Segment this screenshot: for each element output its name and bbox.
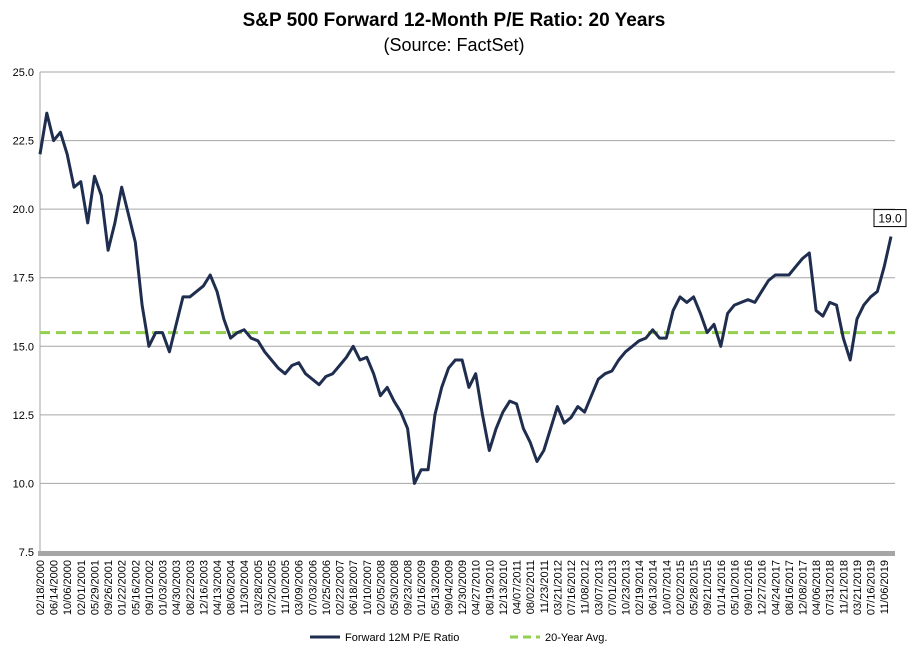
x-tick-label: 10/10/2007: [362, 560, 374, 615]
x-tick-label: 08/02/2011: [525, 560, 537, 614]
x-tick-label: 09/01/2016: [743, 560, 755, 615]
x-tick-label: 09/10/2002: [144, 560, 156, 615]
x-tick-label: 07/16/2019: [866, 560, 878, 615]
x-tick-label: 09/26/2001: [103, 560, 115, 615]
x-tick-label: 01/16/2009: [416, 560, 428, 615]
x-tick-label: 12/16/2003: [198, 560, 210, 615]
x-tick-label: 12/13/2010: [498, 560, 510, 615]
legend-label: Forward 12M P/E Ratio: [345, 632, 459, 644]
x-tick-label: 12/30/2009: [457, 560, 469, 615]
x-tick-label: 04/27/2010: [471, 560, 483, 615]
x-tick-label: 05/10/2016: [729, 560, 741, 615]
x-tick-label: 03/07/2013: [593, 560, 605, 615]
chart-title: S&P 500 Forward 12-Month P/E Ratio: 20 Y…: [243, 10, 666, 31]
x-tick-label: 02/01/2001: [76, 560, 88, 615]
x-tick-label: 09/04/2009: [443, 560, 455, 615]
x-tick-label: 02/19/2014: [634, 560, 646, 615]
x-tick-label: 04/06/2018: [811, 560, 823, 615]
x-tick-label: 01/22/2002: [117, 560, 129, 615]
x-tick-label: 10/23/2013: [620, 560, 632, 615]
x-tick-label: 08/22/2003: [185, 560, 197, 615]
x-tick-label: 02/02/2015: [675, 560, 687, 615]
y-tick-label: 22.5: [13, 136, 34, 148]
x-tick-label: 09/23/2008: [403, 560, 415, 615]
x-tick-label: 10/25/2006: [321, 560, 333, 615]
x-tick-label: 10/06/2000: [62, 560, 74, 615]
y-tick-label: 25.0: [13, 67, 34, 79]
legend-label: 20-Year Avg.: [545, 632, 607, 644]
x-tick-label: 05/13/2009: [430, 560, 442, 615]
y-tick-label: 17.5: [13, 273, 34, 285]
x-tick-label: 02/22/2007: [335, 560, 347, 615]
x-tick-label: 02/05/2008: [375, 560, 387, 615]
x-tick-label: 01/14/2016: [716, 560, 728, 615]
x-tick-label: 04/13/2004: [212, 560, 224, 615]
x-tick-label: 06/13/2014: [648, 560, 660, 615]
x-axis: [38, 551, 895, 556]
x-tick-label: 07/20/2005: [266, 560, 278, 615]
x-tick-label: 12/08/2017: [797, 560, 809, 615]
y-tick-label: 20.0: [13, 204, 34, 216]
x-tick-label: 07/31/2018: [825, 560, 837, 615]
x-tick-label: 03/28/2005: [253, 560, 265, 615]
x-tick-label: 05/29/2001: [89, 560, 101, 615]
x-tick-label: 11/21/2018: [838, 560, 850, 614]
x-tick-label: 08/06/2004: [226, 560, 238, 615]
value-label-box: [873, 209, 907, 228]
x-tick-label: 08/16/2017: [784, 560, 796, 615]
x-tick-label: 07/01/2013: [607, 560, 619, 615]
x-tick-label: 06/18/2007: [348, 560, 360, 615]
y-tick-label: 7.5: [19, 547, 34, 559]
x-tick-label: 06/14/2000: [49, 560, 61, 615]
x-tick-label: 11/10/2005: [280, 560, 292, 614]
x-tick-label: 01/03/2003: [158, 560, 170, 615]
x-tick-label: 03/21/2019: [852, 560, 864, 615]
x-tick-label: 07/16/2012: [566, 560, 578, 615]
y-tick-label: 10.0: [13, 478, 34, 490]
x-tick-label: 05/30/2008: [389, 560, 401, 615]
x-tick-label: 09/21/2015: [702, 560, 714, 615]
data-line: [38, 111, 893, 485]
x-tick-label: 11/06/2019: [879, 560, 891, 614]
value-label: 19.0: [878, 212, 902, 226]
y-tick-label: 12.5: [13, 410, 34, 422]
x-tick-label: 02/18/2000: [35, 560, 47, 615]
x-tick-label: 08/19/2010: [484, 560, 496, 615]
x-tick-label: 12/27/2016: [757, 560, 769, 615]
x-tick-label: 07/03/2006: [307, 560, 319, 615]
x-tick-label: 04/07/2011: [512, 560, 524, 614]
x-tick-label: 05/16/2002: [130, 560, 142, 615]
x-tick-label: 05/28/2015: [689, 560, 701, 615]
x-tick-label: 04/30/2003: [171, 560, 183, 615]
x-tick-label: 10/07/2014: [661, 560, 673, 615]
x-tick-label: 03/21/2012: [552, 560, 564, 615]
x-tick-label: 11/08/2012: [580, 560, 592, 614]
x-tick-label: 11/23/2011: [539, 560, 551, 613]
x-tick-label: 11/30/2004: [239, 560, 251, 614]
chart-subtitle: (Source: FactSet): [383, 35, 524, 55]
y-tick-label: 15.0: [13, 341, 34, 353]
x-tick-label: 03/09/2006: [294, 560, 306, 615]
x-tick-label: 04/24/2017: [770, 560, 782, 615]
